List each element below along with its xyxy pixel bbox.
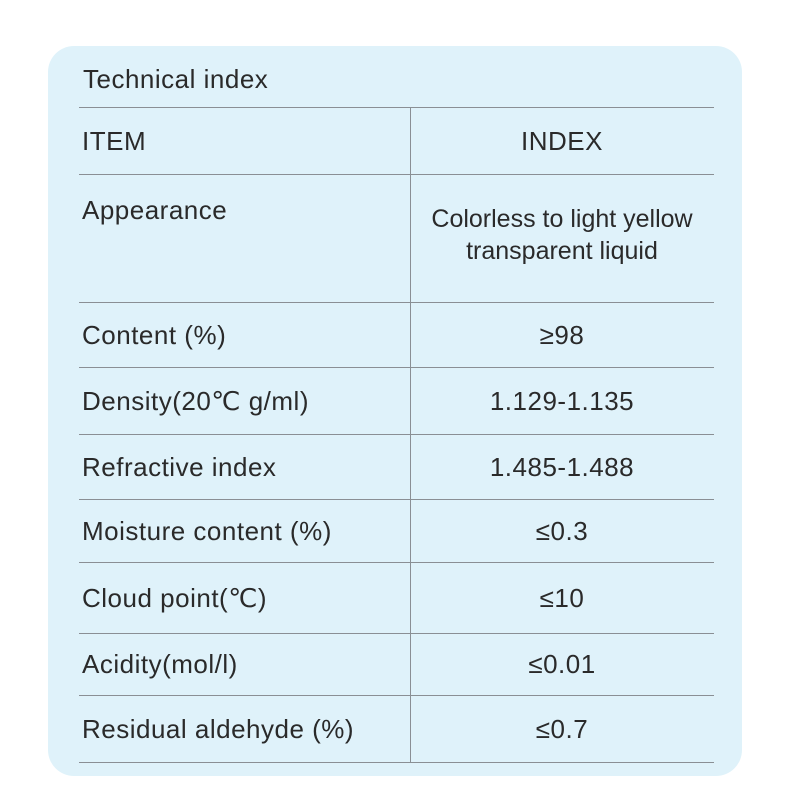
row-index-moisture: ≤0.3 <box>535 515 589 546</box>
table-row: Residual aldehyde (%) ≤0.7 <box>79 695 714 763</box>
column-divider <box>410 175 411 302</box>
technical-index-table: ITEM INDEX Appearance Colorless to light… <box>79 107 714 763</box>
row-item-content: Content (%) <box>82 319 227 350</box>
table-row: Cloud point(℃) ≤10 <box>79 562 714 633</box>
table-row: Acidity(mol/l) ≤0.01 <box>79 633 714 695</box>
column-divider <box>410 563 411 633</box>
table-row: Refractive index 1.485-1.488 <box>79 434 714 499</box>
column-divider <box>410 108 411 174</box>
row-index-appearance: Colorless to light yellow transparent li… <box>431 205 693 265</box>
row-index-refractive-index: 1.485-1.488 <box>489 451 635 482</box>
table-row: Appearance Colorless to light yellow tra… <box>79 174 714 302</box>
row-index-acidity: ≤0.01 <box>528 649 596 679</box>
column-divider <box>410 634 411 695</box>
row-item-moisture: Moisture content (%) <box>82 515 332 546</box>
table-title: Technical index <box>83 64 269 94</box>
column-divider <box>410 435 411 499</box>
header-item: ITEM <box>82 125 147 156</box>
column-divider <box>410 368 411 434</box>
header-index: INDEX <box>521 125 603 156</box>
row-item-appearance: Appearance <box>82 195 228 225</box>
row-index-residual-aldehyde: ≤0.7 <box>535 713 589 744</box>
column-divider <box>410 500 411 562</box>
row-item-cloud-point: Cloud point(℃) <box>82 582 268 613</box>
column-divider <box>410 303 411 367</box>
row-item-density: Density(20℃ g/ml) <box>82 385 309 416</box>
row-item-acidity: Acidity(mol/l) <box>82 649 238 679</box>
row-index-content: ≥98 <box>539 319 585 350</box>
table-row: Moisture content (%) ≤0.3 <box>79 499 714 562</box>
row-index-cloud-point: ≤10 <box>539 582 585 613</box>
table-header-row: ITEM INDEX <box>79 107 714 174</box>
table-row: Content (%) ≥98 <box>79 302 714 367</box>
technical-index-panel <box>48 46 742 776</box>
row-item-refractive-index: Refractive index <box>82 451 277 482</box>
row-index-density: 1.129-1.135 <box>489 385 635 416</box>
table-row: Density(20℃ g/ml) 1.129-1.135 <box>79 367 714 434</box>
row-item-residual-aldehyde: Residual aldehyde (%) <box>82 713 355 744</box>
column-divider <box>410 696 411 762</box>
